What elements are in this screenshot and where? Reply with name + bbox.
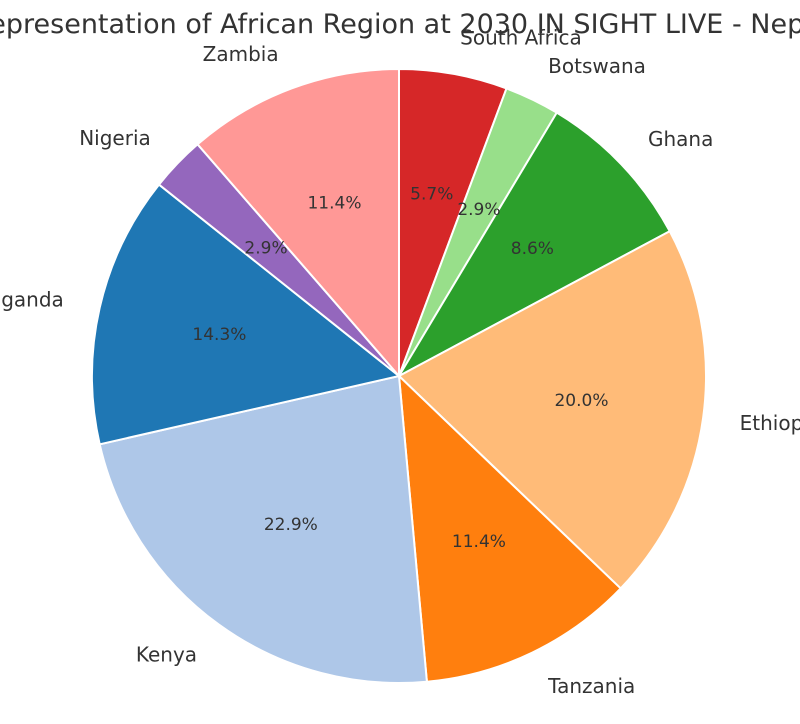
slice-tanzania [397, 373, 623, 683]
category-labels: South Africa Botswana Ghana Ethiopia Tanzani… [0, 26, 800, 698]
percent-label-tanzania: 11.4% [452, 532, 506, 552]
percent-label-ghana: 8.6% [511, 239, 554, 259]
slice-kenya [98, 374, 428, 684]
percent-label-nigeria: 2.9% [244, 239, 287, 259]
percent-label-kenya: 22.9% [264, 515, 318, 535]
slice-uganda [91, 183, 402, 446]
category-label-botswana: Botswana [548, 54, 646, 78]
percent-label-zambia: 11.4% [307, 193, 361, 213]
chart-title: Representation of African Region at 2030… [0, 9, 800, 40]
slice-zambia [196, 67, 400, 379]
category-label-ghana: Ghana [648, 127, 713, 151]
category-label-uganda: Uganda [0, 287, 64, 311]
category-label-kenya: Kenya [136, 642, 197, 666]
pie-slices [91, 67, 707, 684]
category-label-tanzania: Tanzania [547, 674, 635, 698]
percent-label-botswana: 2.9% [457, 200, 500, 220]
percent-label-ethiopia: 20.0% [554, 391, 608, 411]
category-label-south-africa: South Africa [460, 26, 582, 50]
category-label-nigeria: Nigeria [79, 126, 151, 150]
category-label-ethiopia: Ethiopia [740, 411, 800, 435]
percent-label-south-africa: 5.7% [410, 185, 453, 205]
percent-label-uganda: 14.3% [192, 325, 246, 345]
slice-ghana [396, 111, 672, 379]
slice-ethiopia [397, 229, 707, 590]
category-label-zambia: Zambia [203, 42, 279, 66]
percent-labels: 5.7%2.9%8.6%20.0%11.4%22.9%14.3%2.9%11.4… [192, 185, 608, 552]
